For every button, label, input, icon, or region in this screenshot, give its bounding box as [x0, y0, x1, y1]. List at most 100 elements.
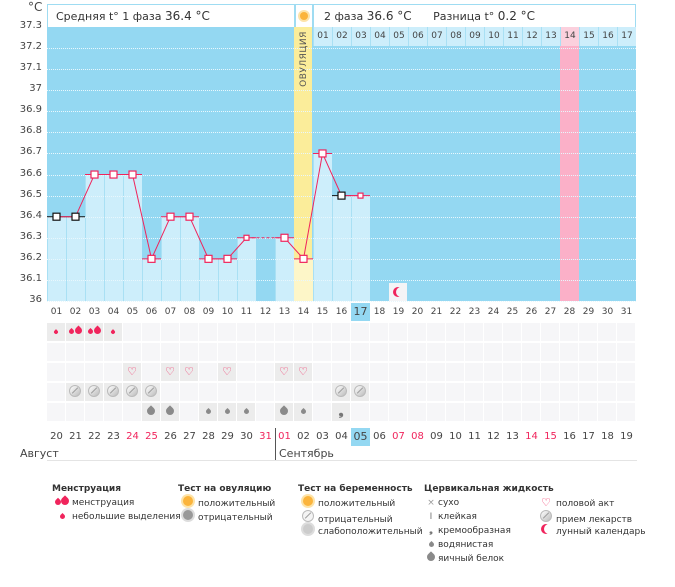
cycle-day-label[interactable]: 16 — [335, 307, 348, 317]
medication-cell[interactable] — [522, 383, 540, 401]
menstruation-cell[interactable] — [199, 323, 217, 341]
cycle-day-label[interactable]: 15 — [316, 307, 329, 317]
calendar-date[interactable]: 04 — [335, 431, 348, 442]
fluid-cell[interactable] — [617, 403, 635, 421]
menstruation-cell[interactable] — [351, 323, 369, 341]
fluid-cell[interactable] — [313, 403, 331, 421]
fluid-cell[interactable] — [503, 403, 521, 421]
menstruation-cell[interactable] — [256, 323, 274, 341]
medication-cell[interactable] — [66, 383, 84, 401]
menstruation-cell[interactable] — [180, 323, 198, 341]
medication-cell[interactable] — [294, 383, 312, 401]
menstruation-cell[interactable] — [579, 323, 597, 341]
medication-cell[interactable] — [142, 383, 160, 401]
ovulation-test-cell[interactable] — [142, 343, 160, 361]
fluid-cell[interactable] — [218, 403, 236, 421]
fluid-cell[interactable] — [66, 403, 84, 421]
calendar-date[interactable]: 19 — [620, 431, 633, 442]
calendar-date[interactable]: 26 — [164, 431, 177, 442]
menstruation-cell[interactable] — [161, 323, 179, 341]
fluid-cell[interactable] — [275, 403, 293, 421]
intercourse-cell[interactable] — [199, 363, 217, 381]
calendar-date[interactable]: 31 — [259, 431, 272, 442]
ovulation-test-cell[interactable] — [332, 343, 350, 361]
ovulation-test-cell[interactable] — [560, 343, 578, 361]
ovulation-test-cell[interactable] — [104, 343, 122, 361]
fluid-cell[interactable] — [104, 403, 122, 421]
cycle-day-label[interactable]: 07 — [164, 307, 177, 317]
ovulation-test-cell[interactable] — [294, 343, 312, 361]
medication-cell[interactable] — [484, 383, 502, 401]
ovulation-test-cell[interactable] — [47, 343, 65, 361]
cycle-day-label[interactable]: 23 — [468, 307, 481, 317]
cycle-day-label[interactable]: 24 — [487, 307, 500, 317]
intercourse-cell[interactable] — [446, 363, 464, 381]
fluid-cell[interactable] — [446, 403, 464, 421]
cycle-day-label[interactable]: 02 — [69, 307, 82, 317]
fluid-cell[interactable] — [389, 403, 407, 421]
medication-cell[interactable] — [503, 383, 521, 401]
medication-cell[interactable] — [446, 383, 464, 401]
menstruation-cell[interactable] — [237, 323, 255, 341]
medication-cell[interactable] — [389, 383, 407, 401]
intercourse-cell[interactable] — [370, 363, 388, 381]
temperature-plot[interactable] — [47, 27, 636, 302]
menstruation-cell[interactable] — [123, 323, 141, 341]
ovulation-test-cell[interactable] — [180, 343, 198, 361]
cycle-day-label[interactable]: 06 — [145, 307, 158, 317]
intercourse-cell[interactable] — [503, 363, 521, 381]
medication-cell[interactable] — [161, 383, 179, 401]
calendar-date[interactable]: 05 — [351, 428, 370, 446]
medication-cell[interactable] — [427, 383, 445, 401]
medication-cell[interactable] — [85, 383, 103, 401]
medication-cell[interactable] — [541, 383, 559, 401]
medication-cell[interactable] — [275, 383, 293, 401]
intercourse-cell[interactable] — [85, 363, 103, 381]
ovulation-test-cell[interactable] — [484, 343, 502, 361]
menstruation-cell[interactable] — [389, 323, 407, 341]
intercourse-cell[interactable] — [66, 363, 84, 381]
medication-cell[interactable] — [199, 383, 217, 401]
cycle-day-label[interactable]: 27 — [544, 307, 557, 317]
intercourse-cell[interactable] — [389, 363, 407, 381]
calendar-date[interactable]: 22 — [88, 431, 101, 442]
intercourse-cell[interactable] — [313, 363, 331, 381]
calendar-date[interactable]: 28 — [202, 431, 215, 442]
cycle-day-label[interactable]: 01 — [50, 307, 63, 317]
calendar-date[interactable]: 03 — [316, 431, 329, 442]
fluid-cell[interactable] — [522, 403, 540, 421]
ovulation-test-cell[interactable] — [237, 343, 255, 361]
cycle-day-label[interactable]: 12 — [259, 307, 272, 317]
medication-cell[interactable] — [104, 383, 122, 401]
ovulation-test-cell[interactable] — [598, 343, 616, 361]
medication-cell[interactable] — [313, 383, 331, 401]
fluid-cell[interactable] — [47, 403, 65, 421]
fluid-cell[interactable] — [408, 403, 426, 421]
fluid-cell[interactable] — [256, 403, 274, 421]
menstruation-cell[interactable] — [275, 323, 293, 341]
medication-cell[interactable] — [598, 383, 616, 401]
menstruation-cell[interactable] — [332, 323, 350, 341]
menstruation-cell[interactable] — [85, 323, 103, 341]
intercourse-cell[interactable]: ♡ — [275, 363, 293, 381]
intercourse-cell[interactable] — [256, 363, 274, 381]
ovulation-test-cell[interactable] — [503, 343, 521, 361]
menstruation-cell[interactable] — [427, 323, 445, 341]
menstruation-cell[interactable] — [465, 323, 483, 341]
calendar-date[interactable]: 15 — [544, 431, 557, 442]
medication-cell[interactable] — [617, 383, 635, 401]
intercourse-cell[interactable] — [484, 363, 502, 381]
ovulation-test-cell[interactable] — [579, 343, 597, 361]
intercourse-cell[interactable]: ♡ — [218, 363, 236, 381]
cycle-day-label[interactable]: 28 — [563, 307, 576, 317]
medication-cell[interactable] — [332, 383, 350, 401]
fluid-cell[interactable] — [294, 403, 312, 421]
calendar-date[interactable]: 25 — [145, 431, 158, 442]
medication-cell[interactable] — [579, 383, 597, 401]
cycle-day-label[interactable]: 09 — [202, 307, 215, 317]
cycle-day-label[interactable]: 18 — [373, 307, 386, 317]
ovulation-test-cell[interactable] — [408, 343, 426, 361]
fluid-cell[interactable] — [484, 403, 502, 421]
menstruation-cell[interactable] — [503, 323, 521, 341]
intercourse-cell[interactable] — [332, 363, 350, 381]
